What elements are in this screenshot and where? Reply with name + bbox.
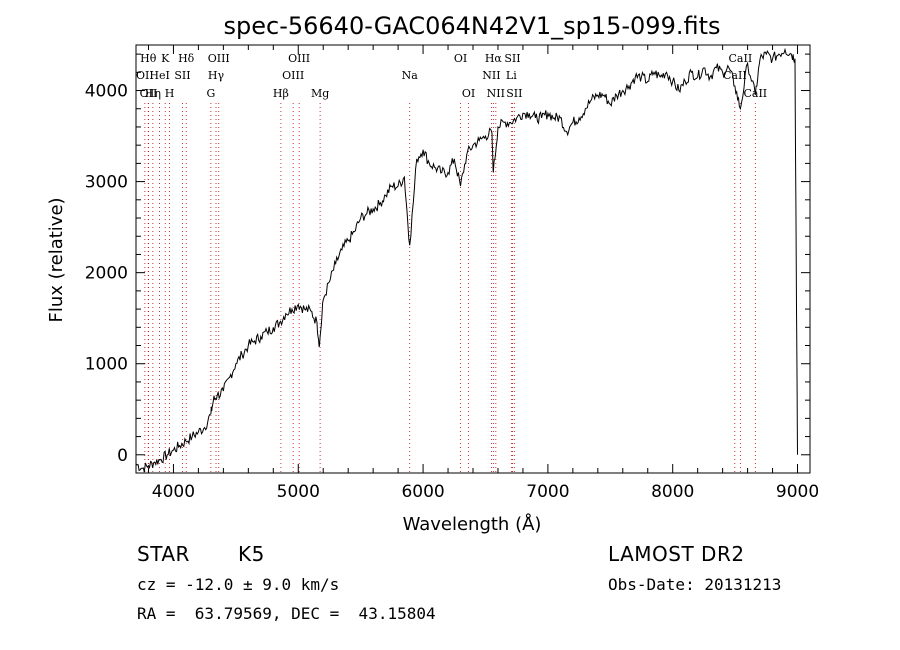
y-axis-label: Flux (relative) xyxy=(46,197,67,322)
y-tick-label-1000: 1000 xyxy=(85,355,128,375)
y-tick-label-4000: 4000 xyxy=(85,82,128,102)
line-label-24: SII xyxy=(506,87,522,100)
x-tick-label-4000: 4000 xyxy=(152,482,195,502)
line-label-23: SII xyxy=(504,52,520,65)
x-tick-label-9000: 9000 xyxy=(776,482,819,502)
line-label-15: Mg xyxy=(311,87,329,100)
y-tick-label-3000: 3000 xyxy=(85,173,128,193)
line-label-13: OIII xyxy=(282,69,304,82)
line-label-25: CaII xyxy=(723,69,747,82)
line-label-1: Hθ xyxy=(140,52,157,65)
line-label-11: OIII xyxy=(208,52,230,65)
object-type: STAR xyxy=(137,542,190,566)
line-label-10: Hγ xyxy=(208,69,225,82)
spectral-line-markers: OIIHθOIIHηHeIKHSIIHδGHγOIIIHβOIIIOIIIMgN… xyxy=(136,52,767,473)
line-label-12: Hβ xyxy=(273,87,289,100)
x-tick-label-6000: 6000 xyxy=(401,482,444,502)
y-tick-label-2000: 2000 xyxy=(85,264,128,284)
line-label-17: OI xyxy=(454,52,467,65)
line-label-19: NII xyxy=(482,69,500,82)
spectrum-series xyxy=(135,47,798,473)
x-axis-label: Wavelength (Å) xyxy=(403,513,542,535)
plot-frame xyxy=(135,44,811,474)
line-label-9: G xyxy=(206,87,215,100)
line-label-21: NII xyxy=(487,87,505,100)
x-tick-label-7000: 7000 xyxy=(526,482,569,502)
line-label-22: Li xyxy=(506,69,517,82)
line-label-7: SII xyxy=(174,69,190,82)
line-label-20: Hα xyxy=(485,52,503,65)
line-label-6: H xyxy=(165,87,175,100)
line-label-5: K xyxy=(161,52,170,65)
line-label-16: Na xyxy=(402,69,419,82)
redshift-readout: cz = -12.0 ± 9.0 km/s xyxy=(137,575,340,594)
line-label-4: HeI xyxy=(149,69,169,82)
x-tick-label-5000: 5000 xyxy=(277,482,320,502)
y-tick-label-0: 0 xyxy=(117,446,128,466)
coordinates-readout: RA = 63.79569, DEC = 43.15804 xyxy=(137,604,436,623)
spectrum-line xyxy=(135,47,798,473)
survey-name: LAMOST DR2 xyxy=(608,542,745,566)
chart-title: spec-56640-GAC064N42V1_sp15-099.fits xyxy=(224,12,721,40)
line-label-18: OI xyxy=(462,87,475,100)
line-label-8: Hδ xyxy=(178,52,195,65)
observation-date: Obs-Date: 20131213 xyxy=(608,575,782,594)
line-label-3: Hη xyxy=(145,87,161,100)
x-tick-label-8000: 8000 xyxy=(651,482,694,502)
line-label-26: CaII xyxy=(729,52,753,65)
object-subclass: K5 xyxy=(238,542,265,566)
axis-ticks: 4000 5000 6000 7000 8000 9000 0 1000 2000 3000 400… xyxy=(85,45,819,502)
line-label-14: OIII xyxy=(288,52,310,65)
